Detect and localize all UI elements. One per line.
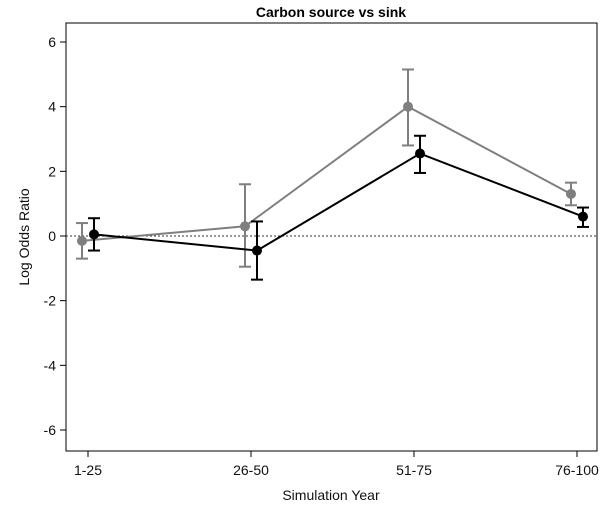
data-point <box>240 221 250 232</box>
x-tick-label: 51-75 <box>396 462 432 478</box>
x-tick-label: 1-25 <box>74 462 102 478</box>
data-point <box>77 235 87 246</box>
y-axis: 6 4 2 0 -2 -4 -6 <box>44 34 67 438</box>
y-tick-label: -2 <box>44 293 57 309</box>
data-point <box>578 211 588 222</box>
data-point <box>566 188 576 199</box>
y-axis-title: Log Odds Ratio <box>16 188 32 285</box>
data-point <box>252 245 262 256</box>
y-tick-label: 4 <box>48 99 56 115</box>
data-point <box>403 101 413 112</box>
x-tick-label: 76-100 <box>555 462 599 478</box>
y-tick-label: 2 <box>48 163 56 179</box>
x-axis-title: Simulation Year <box>282 487 380 503</box>
data-point <box>415 148 425 159</box>
chart-title: Carbon source vs sink <box>256 4 406 20</box>
y-tick-label: -4 <box>44 357 57 373</box>
series-line <box>93 152 584 252</box>
series-1 <box>76 68 577 268</box>
series-layer <box>76 68 589 281</box>
data-point <box>89 229 99 240</box>
series-2 <box>88 134 589 281</box>
series-line <box>81 105 572 242</box>
x-axis: 1-25 26-50 51-75 76-100 <box>74 450 599 478</box>
x-tick-label: 26-50 <box>233 462 269 478</box>
y-tick-label: 6 <box>48 34 56 50</box>
y-tick-label: -6 <box>44 422 57 438</box>
y-tick-label: 0 <box>48 228 56 244</box>
plot-frame <box>65 22 598 452</box>
